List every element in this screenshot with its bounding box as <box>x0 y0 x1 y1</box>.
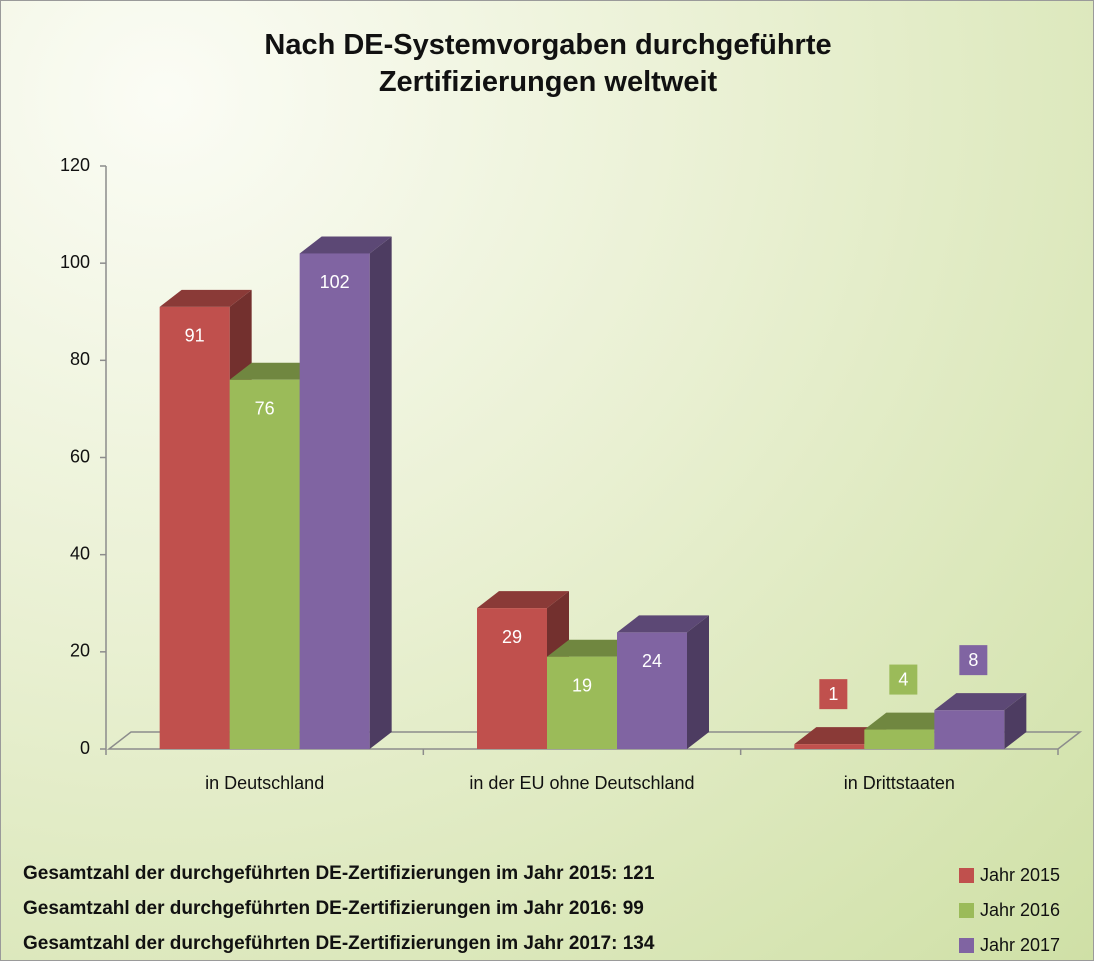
annotation: Gesamtzahl der durchgeführten DE-Zertifi… <box>23 933 655 954</box>
legend-label: Jahr 2017 <box>980 935 1060 955</box>
bar <box>159 306 230 749</box>
x-tick-label: in der EU ohne Deutschland <box>469 773 694 793</box>
bar-top <box>794 727 887 745</box>
data-label: 76 <box>255 399 275 419</box>
data-label: 4 <box>898 669 908 689</box>
bar-top <box>229 362 322 380</box>
y-tick-label: 60 <box>70 446 90 466</box>
bar <box>229 379 300 749</box>
bar <box>477 608 547 749</box>
data-label-box <box>959 645 988 676</box>
bar-side <box>687 615 709 749</box>
y-tick-label: 80 <box>70 349 90 369</box>
legend-swatch <box>959 938 974 953</box>
x-tick-label: in Deutschland <box>205 773 324 793</box>
chart-title: Nach DE-Systemvorgaben durchgeführte Zer… <box>264 29 832 98</box>
bar <box>864 729 935 749</box>
bar-side <box>1004 693 1027 749</box>
legend-swatch <box>959 868 974 883</box>
data-label: 1 <box>828 684 838 704</box>
bar <box>547 656 617 749</box>
bar-top <box>477 591 569 609</box>
floor <box>106 731 1083 750</box>
bar-top <box>159 289 252 307</box>
legend-label: Jahr 2015 <box>980 865 1060 885</box>
bar-top <box>617 615 709 633</box>
data-label: 29 <box>502 627 522 647</box>
y-tick-label: 40 <box>70 543 90 563</box>
bar-top <box>547 639 639 657</box>
bar-top <box>864 712 957 730</box>
legend-label: Jahr 2016 <box>980 900 1060 920</box>
y-tick-label: 100 <box>60 252 90 272</box>
annotation: Gesamtzahl der durchgeführten DE-Zertifi… <box>23 898 644 919</box>
data-label: 19 <box>572 675 592 695</box>
data-label-box <box>819 679 848 710</box>
bar <box>299 253 370 749</box>
bar-top <box>934 693 1027 711</box>
data-label-box <box>889 664 918 695</box>
legend-swatch <box>959 903 974 918</box>
bar-side <box>369 236 392 749</box>
data-label: 102 <box>320 272 350 292</box>
data-label: 24 <box>642 651 662 671</box>
data-label: 91 <box>185 326 205 346</box>
y-tick-label: 20 <box>70 641 90 661</box>
bar-top <box>299 236 392 254</box>
y-tick-label: 0 <box>80 738 90 758</box>
data-label: 8 <box>968 650 978 670</box>
x-tick-label: in Drittstaaten <box>844 773 955 793</box>
bar <box>794 744 865 749</box>
bar <box>934 710 1005 749</box>
bar <box>617 632 687 749</box>
y-tick-label: 120 <box>60 155 90 175</box>
annotation: Gesamtzahl der durchgeführten DE-Zertifi… <box>23 863 655 884</box>
